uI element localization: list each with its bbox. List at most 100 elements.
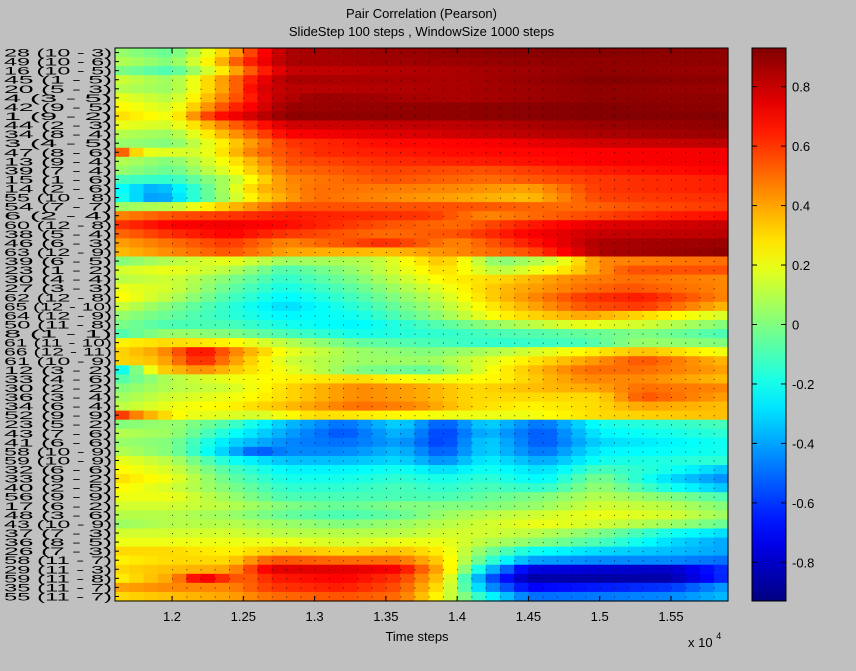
heatmap-cell [556,410,572,421]
heatmap-cell [514,193,530,203]
heatmap-cell [542,238,558,249]
heatmap-cell [585,147,601,158]
heatmap-cell [129,66,145,76]
heatmap-cell [442,537,458,548]
heatmap-cell [257,283,273,294]
heatmap-cell [357,383,373,394]
heatmap-cell [129,338,145,348]
heatmap-cell [243,274,259,285]
heatmap-cell [243,211,259,221]
heatmap-cell [542,310,558,321]
heatmap-cell [229,220,244,230]
heatmap-cell [514,428,530,439]
heatmap-cell [585,247,601,258]
heatmap-cell [514,66,530,76]
heatmap-cell [257,301,273,312]
heatmap-cell [143,483,159,493]
heatmap-cell [457,555,472,566]
heatmap-cell [314,347,330,357]
heatmap-cell [186,247,202,258]
heatmap-cell [143,274,159,285]
heatmap-cell [143,537,159,548]
heatmap-cell [357,48,373,58]
heatmap-cell [613,537,629,548]
heatmap-cell [314,66,330,76]
heatmap-cell [499,338,515,348]
heatmap-cell [656,410,672,421]
heatmap-cell [656,292,672,303]
heatmap-cell [172,238,187,249]
heatmap-cell [585,537,601,548]
heatmap-cell [613,310,629,321]
heatmap-cell [442,156,458,167]
heatmap-cell [713,465,729,475]
heatmap-cell [143,501,159,511]
heatmap-cell [172,84,187,94]
heatmap-cell [414,401,430,412]
heatmap-cell [499,292,515,303]
heatmap-cell [556,510,572,521]
heatmap-cell [685,138,701,149]
heatmap-cell [343,546,358,557]
heatmap-cell [428,183,444,194]
y-tick-label: 33 (4 - 6) [4,374,112,386]
heatmap-cell [485,437,501,448]
heatmap-cell [157,437,173,448]
heatmap-cell [556,147,572,158]
heatmap-cell [414,510,430,521]
heatmap-cell [143,428,159,439]
heatmap-cell [328,48,344,58]
heatmap-cell [300,591,316,602]
heatmap-cell [357,138,373,149]
heatmap-cell [186,292,202,303]
heatmap-cell [713,555,729,566]
heatmap-cell [542,492,558,502]
heatmap-cell [699,573,715,584]
heatmap-cell [599,102,615,113]
heatmap-cell [428,265,444,276]
heatmap-cell [343,138,358,149]
heatmap-cell [556,392,572,403]
heatmap-cell [214,446,230,457]
heatmap-cell [385,265,401,276]
heatmap-cell [628,265,644,276]
heatmap-cell [528,446,544,457]
heatmap-cell [314,238,330,249]
heatmap-cell [271,93,287,103]
heatmap-cell [314,564,330,575]
heatmap-cell [200,75,216,85]
heatmap-cell [200,428,216,439]
heatmap-cell [699,465,715,475]
heatmap-cell [129,57,145,67]
heatmap-cell [628,220,644,230]
heatmap-cell [542,338,558,348]
heatmap-cell [528,220,544,230]
heatmap-cell [414,202,430,212]
heatmap-cell [328,256,344,267]
heatmap-cell [357,510,373,521]
heatmap-cell [556,365,572,375]
heatmap-cell [571,256,587,267]
heatmap-cell [642,120,658,131]
heatmap-cell [471,519,487,530]
heatmap-cell [585,238,601,249]
heatmap-cell [371,174,387,185]
heatmap-cell [186,319,202,330]
heatmap-cell [528,202,544,212]
heatmap-cell [670,437,686,448]
heatmap-cell [229,301,244,312]
heatmap-cell [656,437,672,448]
heatmap-cell [599,156,615,167]
heatmap-cell [115,283,130,294]
heatmap-cell [214,84,230,94]
heatmap-cell [143,57,159,67]
heatmap-cell [599,265,615,276]
heatmap-cell [414,129,430,140]
heatmap-cell [514,202,530,212]
heatmap-cell [699,510,715,521]
heatmap-cell [214,338,230,348]
heatmap-cell [414,319,430,330]
y-tick-label: 54 (7 - 7) [4,202,112,214]
heatmap-cell [328,183,344,194]
heatmap-cell [414,483,430,493]
